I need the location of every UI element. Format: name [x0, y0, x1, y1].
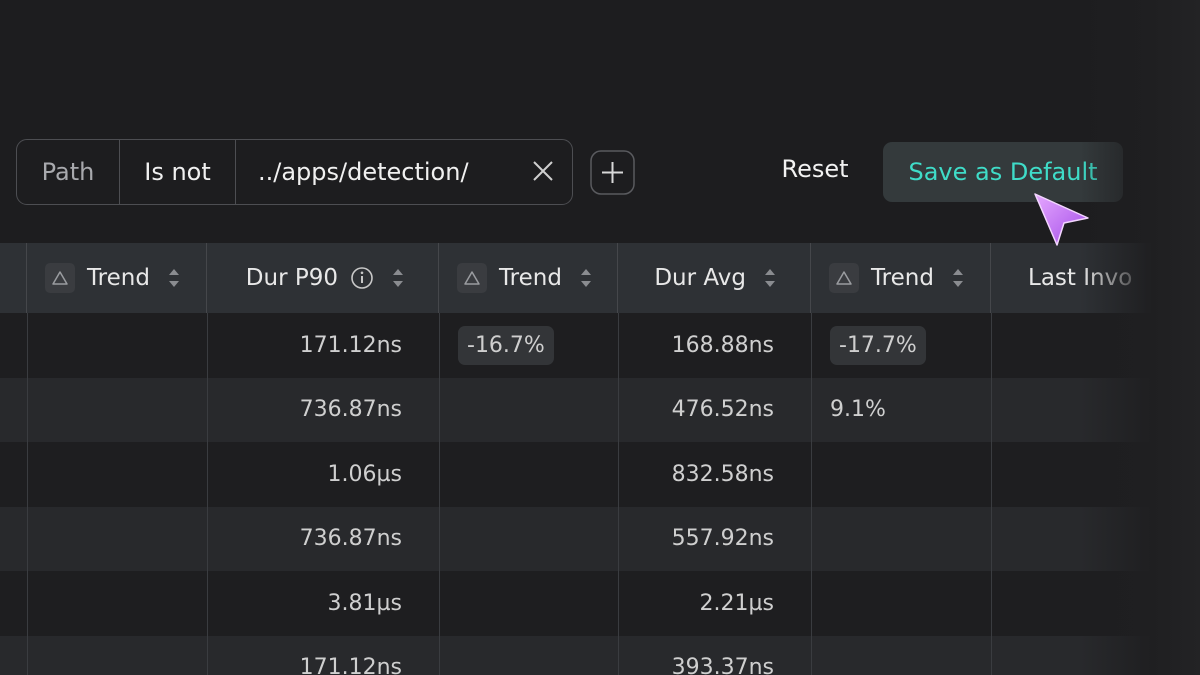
duration-value: 171.12ns [299, 655, 402, 675]
table-row [0, 442, 1200, 507]
duration-value: 736.87ns [299, 397, 402, 422]
remove-filter[interactable] [512, 140, 572, 202]
value-cell: 736.87ns [207, 507, 439, 571]
trend-cell: -17.7% [811, 313, 991, 377]
cursor [1034, 193, 1089, 246]
trend-cell: 9.1% [811, 378, 991, 442]
column-divider [991, 313, 992, 675]
column-divider [207, 313, 208, 675]
trend-value: 9.1% [830, 397, 886, 422]
reset-button[interactable]: Reset [781, 155, 849, 183]
value-cell: 2.21µs [618, 571, 811, 635]
value-cell: 832.58ns [618, 442, 811, 506]
value-cell: 168.88ns [618, 313, 811, 377]
column-divider [618, 313, 619, 675]
header-cell [0, 243, 27, 313]
column-divider [811, 313, 812, 675]
duration-value: 557.92ns [671, 526, 774, 551]
table-row [0, 313, 1200, 378]
header-label: Trend [499, 265, 562, 291]
duration-value: 171.12ns [299, 332, 402, 358]
column-header[interactable]: Trend [811, 243, 991, 313]
filter-operator[interactable]: Is not [120, 140, 236, 204]
duration-value: 393.37ns [671, 655, 774, 675]
filter-chip[interactable]: Path Is not ../apps/detection/ [16, 139, 573, 205]
value-cell: 171.12ns [207, 636, 439, 675]
duration-value: 476.52ns [671, 397, 774, 422]
trend-icon [457, 263, 487, 293]
duration-value: 736.87ns [299, 526, 402, 551]
value-cell: 393.37ns [618, 636, 811, 675]
duration-value: 168.88ns [671, 332, 774, 358]
add-filter[interactable] [590, 150, 635, 195]
header-label: Trend [87, 265, 150, 291]
trend-value: -16.7% [458, 325, 554, 365]
trend-cell: -16.7% [439, 313, 618, 377]
filter-field[interactable]: Path [17, 140, 120, 204]
column-header[interactable]: Dur Avg [618, 243, 811, 313]
value-cell: 557.92ns [618, 507, 811, 571]
header-label: Dur P90 [245, 265, 338, 291]
trend-value: -17.7% [830, 325, 926, 365]
trend-icon [829, 263, 859, 293]
value-cell: 1.06µs [207, 442, 439, 506]
trend-icon [45, 263, 75, 293]
header-label: Dur Avg [654, 265, 746, 291]
column-divider [439, 313, 440, 675]
value-cell: 736.87ns [207, 378, 439, 442]
header-label: Trend [871, 265, 934, 291]
column-header[interactable]: Dur P90 [207, 243, 439, 313]
column-divider [27, 313, 28, 675]
table-row [0, 377, 1200, 442]
value-cell: 171.12ns [207, 313, 439, 377]
column-header[interactable]: Trend [439, 243, 618, 313]
value-cell: 476.52ns [618, 378, 811, 442]
table-row [0, 506, 1200, 571]
column-header[interactable]: Trend [27, 243, 207, 313]
filter-value[interactable]: ../apps/detection/ [258, 158, 469, 186]
table-row [0, 635, 1200, 675]
value-cell: 3.81µs [207, 571, 439, 635]
fade-overlay [1080, 0, 1200, 675]
table-row [0, 571, 1200, 636]
duration-value: 1.06µs [327, 461, 402, 487]
duration-value: 2.21µs [699, 590, 774, 616]
duration-value: 832.58ns [671, 461, 774, 487]
duration-value: 3.81µs [327, 590, 402, 616]
header-row [0, 243, 1200, 313]
